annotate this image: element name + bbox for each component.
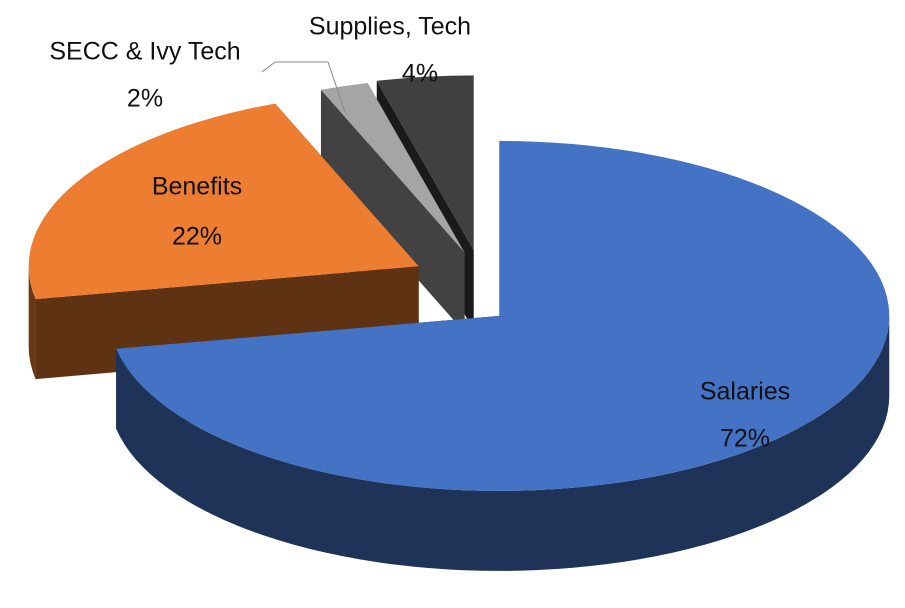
slice <box>376 75 474 251</box>
slice <box>28 103 419 300</box>
slice-side <box>116 315 890 571</box>
slice-side <box>28 266 36 380</box>
category-label: Benefits <box>152 173 242 201</box>
value-label: 4% <box>402 60 438 88</box>
category-label: Salaries <box>700 378 790 406</box>
slice <box>116 140 890 491</box>
leader-line <box>261 61 346 113</box>
slice <box>320 82 465 253</box>
slice-wall <box>320 89 465 333</box>
category-label: SECC & Ivy Tech <box>49 38 240 66</box>
value-label: 2% <box>127 85 163 113</box>
value-label: 72% <box>720 425 770 453</box>
value-label: 22% <box>172 223 222 251</box>
category-label: Supplies, Tech <box>309 13 471 41</box>
